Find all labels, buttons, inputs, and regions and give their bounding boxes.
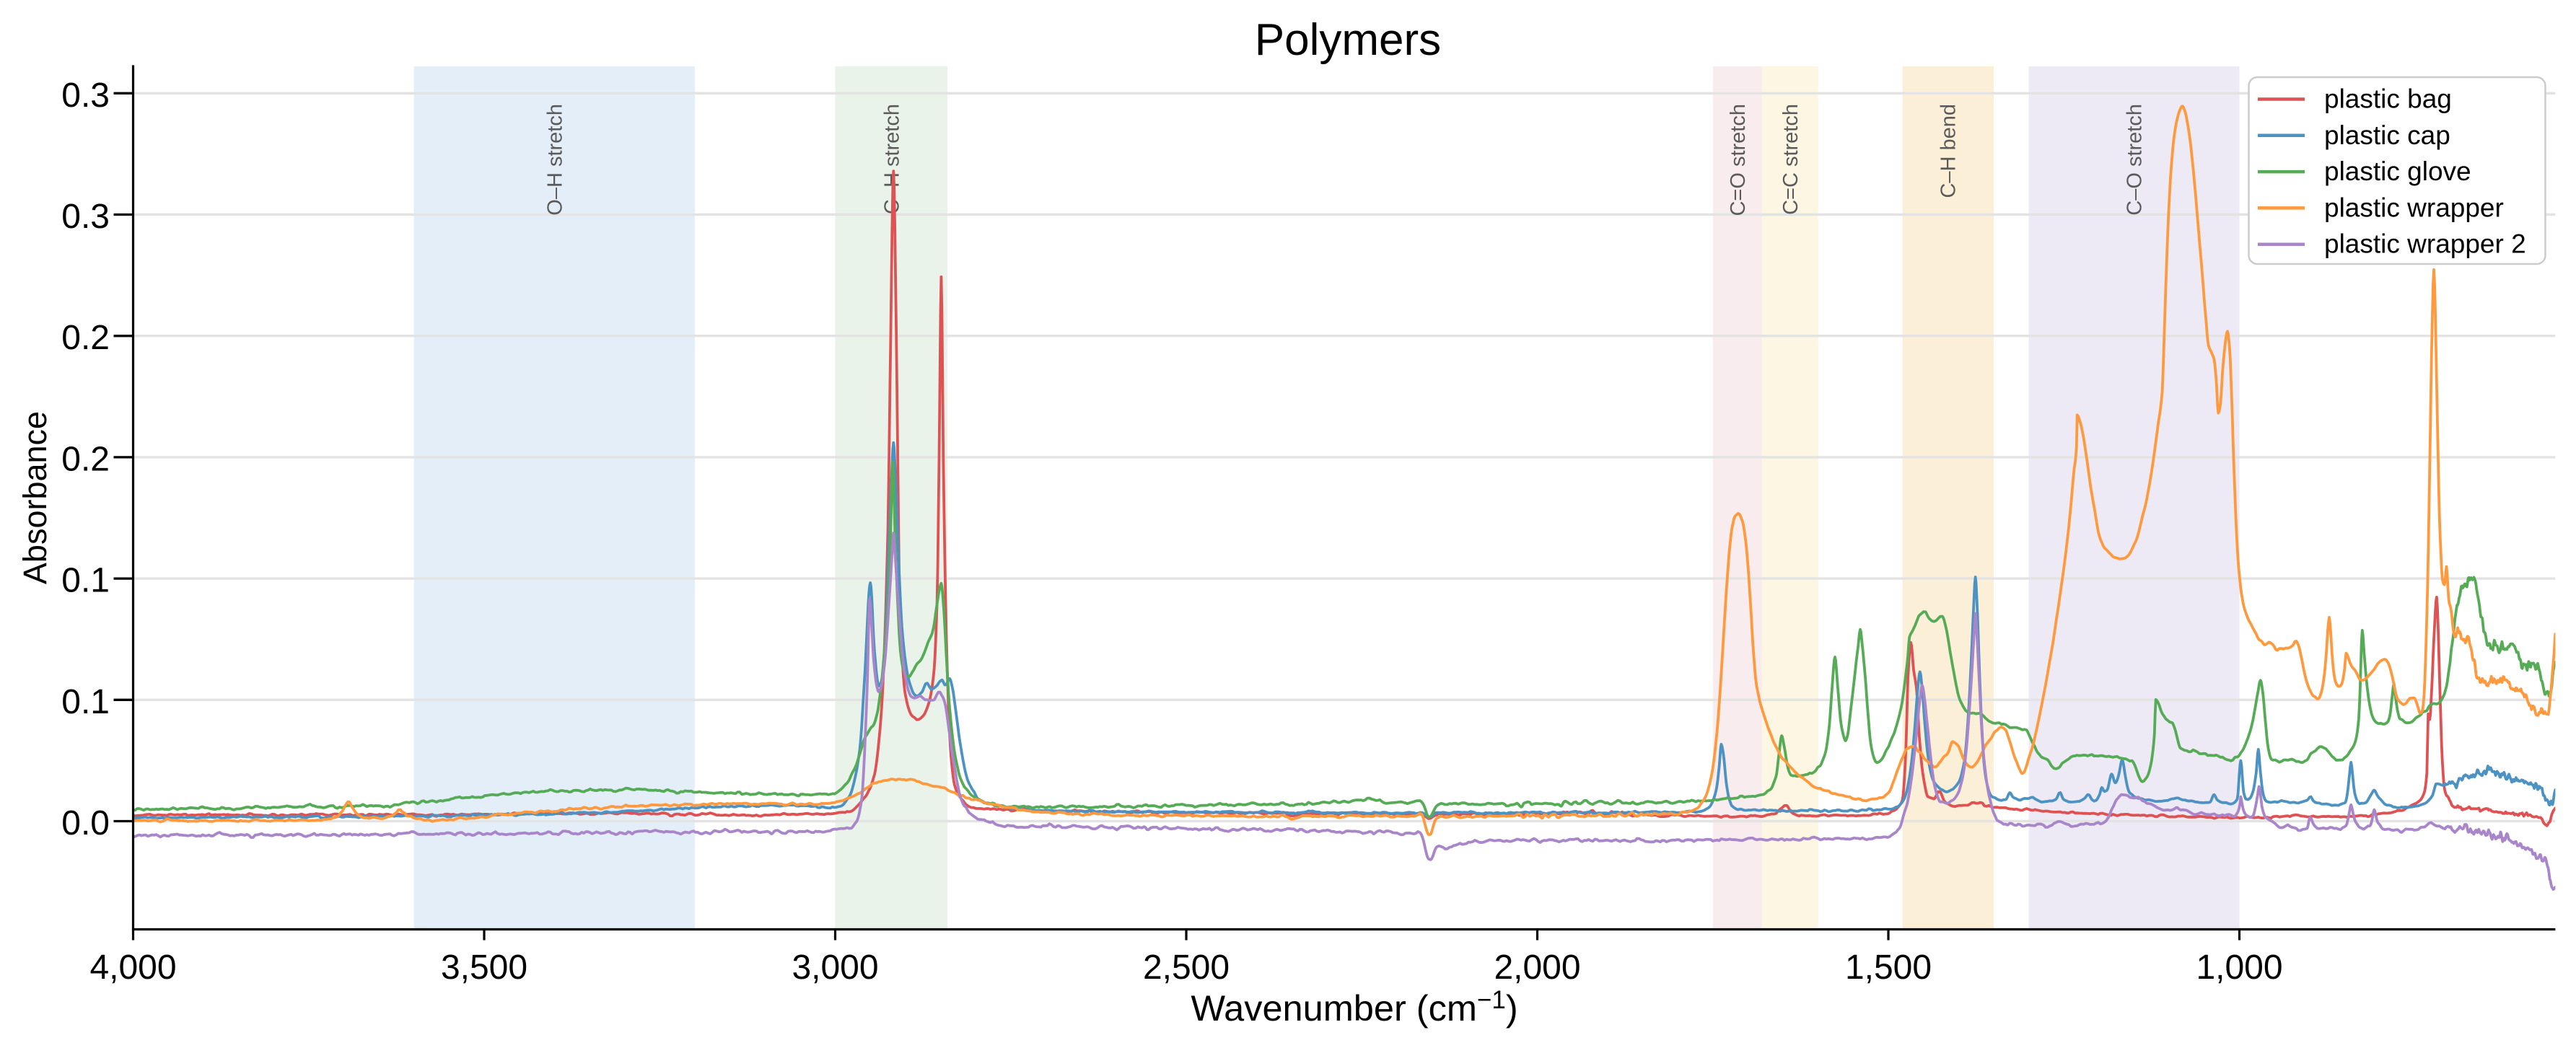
svg-text:4,000: 4,000 xyxy=(89,948,176,987)
svg-text:plastic glove: plastic glove xyxy=(2324,157,2471,186)
svg-text:C–O stretch: C–O stretch xyxy=(2124,104,2147,216)
svg-text:0.0: 0.0 xyxy=(61,804,110,842)
svg-text:1,500: 1,500 xyxy=(1845,948,1932,987)
svg-text:Wavenumber (cm−1): Wavenumber (cm−1) xyxy=(1191,986,1517,1029)
svg-text:plastic bag: plastic bag xyxy=(2324,84,2452,114)
svg-text:C=O stretch: C=O stretch xyxy=(1727,104,1750,216)
svg-text:plastic cap: plastic cap xyxy=(2324,120,2450,150)
svg-text:C=C stretch: C=C stretch xyxy=(1779,104,1802,215)
svg-text:3,000: 3,000 xyxy=(792,948,878,987)
svg-text:1,000: 1,000 xyxy=(2196,948,2282,987)
svg-text:C–H bend: C–H bend xyxy=(1937,104,1961,198)
svg-text:O–H stretch: O–H stretch xyxy=(543,104,566,216)
svg-text:Polymers: Polymers xyxy=(1255,15,1441,65)
svg-text:0.1: 0.1 xyxy=(61,562,110,600)
svg-text:0.1: 0.1 xyxy=(61,683,110,721)
svg-text:Absorbance: Absorbance xyxy=(17,411,53,584)
svg-text:plastic wrapper 2: plastic wrapper 2 xyxy=(2324,229,2526,259)
svg-text:2,000: 2,000 xyxy=(1494,948,1580,987)
svg-text:plastic wrapper: plastic wrapper xyxy=(2324,193,2504,222)
svg-text:3,500: 3,500 xyxy=(441,948,527,987)
svg-text:0.3: 0.3 xyxy=(61,76,110,115)
svg-text:0.2: 0.2 xyxy=(61,440,110,478)
svg-text:2,500: 2,500 xyxy=(1143,948,1230,987)
svg-text:0.3: 0.3 xyxy=(61,198,110,236)
svg-text:0.2: 0.2 xyxy=(61,319,110,357)
